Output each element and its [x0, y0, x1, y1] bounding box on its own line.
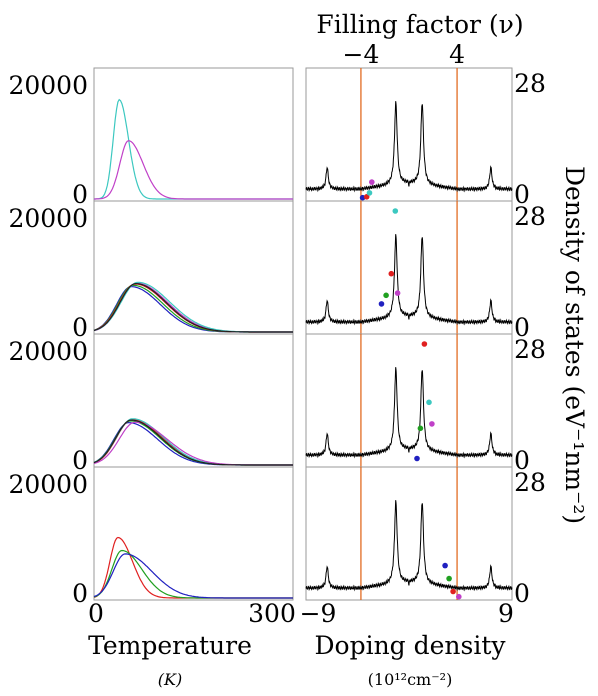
dos-marker [417, 425, 424, 432]
dos-marker [363, 194, 370, 200]
left-y-tick-label: 20000 [8, 470, 88, 499]
left-y-tick-label: 0 [72, 579, 88, 608]
dos-marker [383, 292, 389, 299]
row-3: 20000 0 28 0 [8, 333, 546, 475]
right-y-tick-label: 28 [514, 335, 546, 364]
dos-marker [369, 179, 375, 185]
dos-curve [305, 500, 513, 592]
dos-marker [394, 290, 401, 296]
left-y-tick-label: 0 [72, 180, 88, 209]
top-ticks: −4 4 [343, 40, 466, 69]
right-y-tick-label: 0 [514, 180, 530, 209]
right-x-axis-label: Doping density [314, 631, 506, 660]
temperature-curve [93, 283, 293, 333]
temperature-curve [93, 419, 293, 466]
top-tick-label: −4 [343, 40, 380, 69]
left-panel-frame [93, 466, 294, 601]
dos-marker [429, 421, 435, 427]
top-tick-label: 4 [449, 40, 465, 69]
temperature-curve [93, 553, 293, 599]
dos-curve [305, 234, 513, 326]
left-panel-frame [93, 67, 294, 202]
dos-marker [450, 588, 456, 595]
dos-curve [305, 101, 513, 193]
right-y-tick-label: 28 [514, 202, 546, 231]
left-y-tick-label: 20000 [8, 204, 88, 233]
dos-marker [414, 455, 420, 462]
left-y-tick-label: 20000 [8, 71, 88, 100]
right-panel-frame [305, 200, 513, 335]
left-panel-frame [93, 200, 294, 335]
right-x-axis-unit: (10¹²cm⁻²) [368, 670, 453, 689]
left-x-axis-unit: (K) [158, 670, 182, 689]
dos-marker [442, 562, 448, 569]
dos-marker [426, 399, 432, 406]
right-x-tick-label: 9 [498, 599, 514, 628]
row-4: 20000 0 28 0 [8, 466, 546, 608]
temperature-curve [94, 140, 293, 200]
right-y-axis-label: Density of states (eV⁻¹nm⁻²) [560, 166, 589, 524]
dos-marker [366, 190, 373, 196]
left-y-tick-label: 20000 [8, 337, 88, 366]
left-x-tick-label: 0 [88, 599, 104, 628]
row-1: 20000 0 28 0 [8, 67, 546, 209]
dos-marker [446, 575, 452, 582]
right-y-tick-label: 0 [514, 446, 530, 475]
dos-marker [392, 208, 399, 214]
left-y-tick-label: 0 [72, 313, 88, 342]
row-2: 20000 0 28 0 [8, 200, 546, 342]
dos-marker [388, 270, 395, 277]
right-panel-frame [305, 333, 513, 468]
dos-curve [305, 367, 513, 459]
right-x-tick-label: −9 [300, 599, 337, 628]
right-y-tick-label: 0 [514, 313, 530, 342]
dos-marker [456, 593, 462, 600]
dos-marker [421, 341, 428, 347]
right-panel-frame [305, 466, 513, 601]
right-y-tick-label: 28 [514, 69, 546, 98]
temperature-curve [93, 284, 293, 333]
dos-marker [378, 301, 385, 307]
right-y-tick-label: 28 [514, 468, 546, 497]
left-x-axis-label: Temperature [88, 631, 252, 660]
right-y-tick-label: 0 [514, 579, 530, 608]
temperature-curve [93, 549, 293, 599]
left-x-tick-label: 300 [248, 599, 296, 628]
right-panel-frame [305, 67, 513, 202]
left-y-tick-label: 0 [72, 446, 88, 475]
top-axis-label: Filling factor (ν) [316, 10, 523, 39]
temperature-curve [93, 536, 293, 599]
left-panel-frame [93, 333, 294, 468]
